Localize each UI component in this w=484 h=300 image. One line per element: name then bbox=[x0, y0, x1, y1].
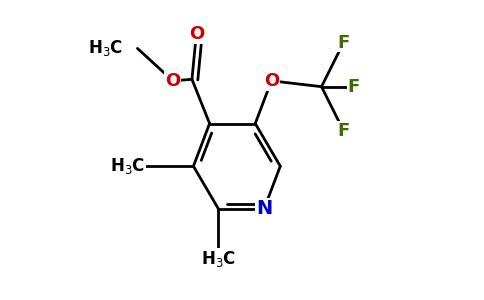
Text: H$_3$C: H$_3$C bbox=[201, 249, 236, 269]
Text: O: O bbox=[189, 25, 204, 43]
Text: O: O bbox=[165, 72, 181, 90]
Text: O: O bbox=[264, 72, 279, 90]
Text: N: N bbox=[256, 200, 272, 218]
Text: H$_3$C: H$_3$C bbox=[110, 156, 145, 176]
Text: H$_3$C: H$_3$C bbox=[88, 38, 123, 58]
Text: F: F bbox=[337, 34, 350, 52]
Text: F: F bbox=[337, 122, 350, 140]
Text: F: F bbox=[348, 78, 360, 96]
